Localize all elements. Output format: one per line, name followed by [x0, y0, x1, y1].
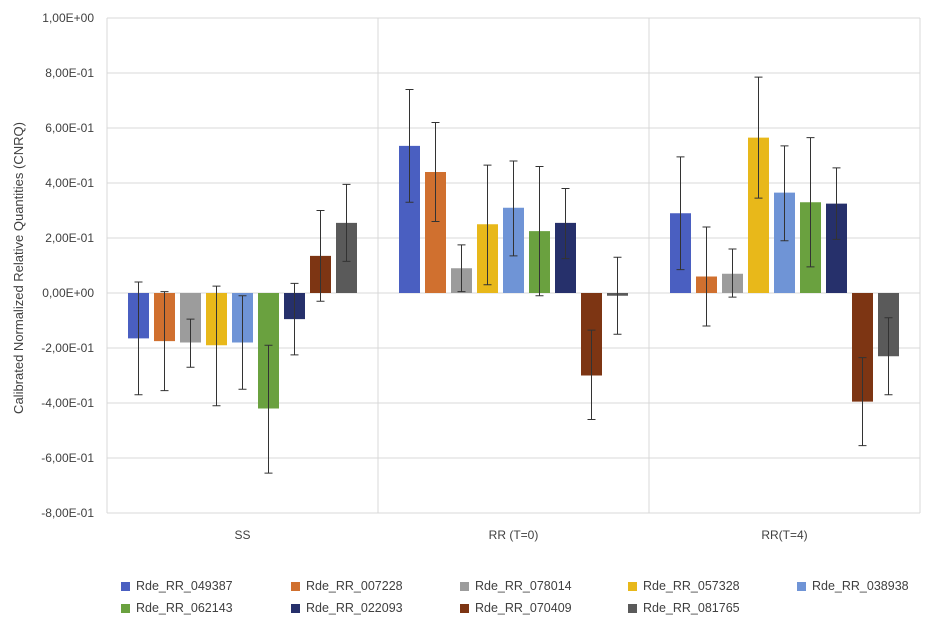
- y-tick-label: -8,00E-01: [41, 506, 94, 520]
- bar: [826, 203, 847, 293]
- legend-swatch: [460, 603, 469, 613]
- legend-item: Rde_RR_022093: [291, 601, 403, 615]
- y-tick-label: 2,00E-01: [45, 231, 94, 245]
- legend-swatch: [460, 581, 469, 591]
- legend-swatch: [628, 581, 637, 591]
- legend-label: Rde_RR_049387: [136, 579, 233, 593]
- legend-swatch: [121, 581, 130, 591]
- y-axis-ticks: 1,00E+00 8,00E-01 6,00E-01 4,00E-01 2,00E-01…: [41, 11, 94, 520]
- y-tick-label: -2,00E-01: [41, 341, 94, 355]
- legend-label: Rde_RR_062143: [136, 601, 233, 615]
- error-bars: [134, 76, 893, 474]
- bar: [748, 137, 769, 293]
- legend-item: Rde_RR_078014: [460, 579, 572, 593]
- bar: [180, 293, 201, 343]
- legend-item: Rde_RR_057328: [628, 579, 740, 593]
- legend-item: Rde_RR_038938: [797, 579, 909, 593]
- x-tick-label: RR (T=0): [489, 528, 539, 542]
- bar: [774, 192, 795, 293]
- bar: [399, 145, 420, 293]
- legend-label: Rde_RR_057328: [643, 579, 740, 593]
- legend: Rde_RR_049387 Rde_RR_007228 Rde_RR_078014 R…: [0, 576, 925, 626]
- x-tick-label: SS: [234, 528, 250, 542]
- legend-item: Rde_RR_007228: [291, 579, 403, 593]
- y-tick-label: -4,00E-01: [41, 396, 94, 410]
- x-tick-label: RR(T=4): [761, 528, 807, 542]
- legend-label: Rde_RR_038938: [812, 579, 909, 593]
- y-tick-label: 4,00E-01: [45, 176, 94, 190]
- bar: [425, 172, 446, 293]
- legend-item: Rde_RR_049387: [121, 579, 233, 593]
- legend-swatch: [291, 603, 300, 613]
- legend-item: Rde_RR_062143: [121, 601, 233, 615]
- y-tick-label: 6,00E-01: [45, 121, 94, 135]
- legend-label: Rde_RR_070409: [475, 601, 572, 615]
- legend-swatch: [797, 581, 806, 591]
- legend-swatch: [628, 603, 637, 613]
- y-tick-label: -6,00E-01: [41, 451, 94, 465]
- legend-label: Rde_RR_022093: [306, 601, 403, 615]
- legend-swatch: [121, 603, 130, 613]
- legend-item: Rde_RR_070409: [460, 601, 572, 615]
- legend-label: Rde_RR_007228: [306, 579, 403, 593]
- legend-swatch: [291, 581, 300, 591]
- legend-label: Rde_RR_078014: [475, 579, 572, 593]
- x-axis-ticks: SS RR (T=0) RR(T=4): [234, 528, 807, 542]
- bar: [852, 293, 873, 402]
- y-tick-label: 8,00E-01: [45, 66, 94, 80]
- legend-item: Rde_RR_081765: [628, 601, 740, 615]
- legend-label: Rde_RR_081765: [643, 601, 740, 615]
- y-axis-label: Calibrated Normalized Relative Quantitie…: [11, 122, 26, 414]
- y-tick-label: 0,00E+00: [42, 286, 94, 300]
- y-tick-label: 1,00E+00: [42, 11, 94, 25]
- chart-canvas: 1,00E+00 8,00E-01 6,00E-01 4,00E-01 2,00E-01…: [11, 11, 921, 542]
